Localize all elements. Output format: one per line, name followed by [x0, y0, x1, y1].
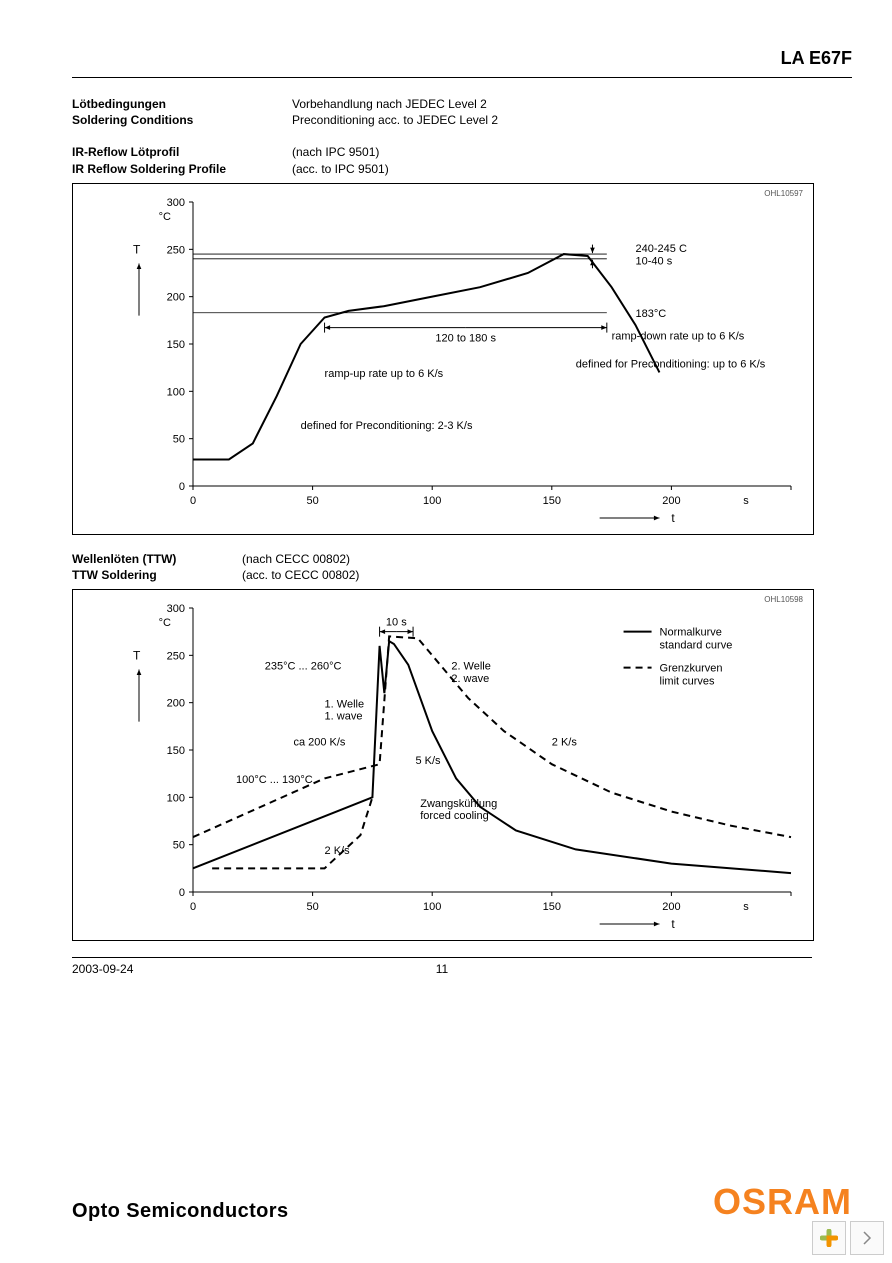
- svg-text:1. Welle: 1. Welle: [325, 699, 365, 711]
- svg-text:150: 150: [543, 495, 561, 507]
- svg-text:defined for Preconditioning: u: defined for Preconditioning: up to 6 K/s: [576, 358, 766, 370]
- svg-text:200: 200: [662, 901, 680, 913]
- reflow-value-de: (nach IPC 9501): [292, 144, 379, 160]
- svg-text:limit curves: limit curves: [660, 676, 716, 688]
- reflow-value-en: (acc. to IPC 9501): [292, 161, 389, 177]
- thumbnail-icon[interactable]: [812, 1221, 846, 1255]
- svg-text:200: 200: [167, 698, 185, 710]
- svg-text:0: 0: [179, 887, 185, 899]
- svg-text:240-245 C: 240-245 C: [636, 243, 687, 255]
- soldering-value-de: Vorbehandlung nach JEDEC Level 2: [292, 96, 487, 112]
- opto-label: Opto Semiconductors: [72, 1200, 289, 1223]
- svg-text:0: 0: [179, 481, 185, 493]
- svg-text:100: 100: [167, 792, 185, 804]
- soldering-conditions-block: Lötbedingungen Vorbehandlung nach JEDEC …: [72, 96, 852, 128]
- svg-text:250: 250: [167, 650, 185, 662]
- svg-text:300: 300: [167, 603, 185, 615]
- svg-text:200: 200: [662, 495, 680, 507]
- svg-text:OHL10597: OHL10597: [764, 189, 803, 198]
- svg-text:120 to 180 s: 120 to 180 s: [435, 332, 496, 344]
- ttw-value-de: (nach CECC 00802): [242, 551, 350, 567]
- brand-bar: Opto Semiconductors OSRAM: [72, 1181, 852, 1223]
- svg-text:5 K/s: 5 K/s: [415, 755, 441, 767]
- ttw-chart-svg: OHL10598 0 50 100 150 200 250 300 0 50 100 150 200 s °…: [73, 590, 811, 940]
- svg-text:200: 200: [167, 291, 185, 303]
- soldering-value-en: Preconditioning acc. to JEDEC Level 2: [292, 112, 498, 128]
- svg-text:250: 250: [167, 244, 185, 256]
- reflow-chart: OHL10597 0 50 100 150 200 250 300 0 50 100 150 200 s °…: [72, 183, 814, 535]
- svg-text:2 K/s: 2 K/s: [552, 736, 578, 748]
- svg-text:50: 50: [306, 901, 318, 913]
- svg-text:100: 100: [167, 386, 185, 398]
- reflow-chart-svg: OHL10597 0 50 100 150 200 250 300 0 50 100 150 200 s °…: [73, 184, 811, 534]
- svg-text:standard curve: standard curve: [660, 640, 733, 652]
- svg-text:50: 50: [173, 433, 185, 445]
- soldering-label-de: Lötbedingungen: [72, 96, 292, 112]
- ttw-label-en: TTW Soldering: [72, 567, 242, 583]
- svg-text:T: T: [133, 648, 141, 662]
- svg-text:150: 150: [543, 901, 561, 913]
- svg-text:10-40 s: 10-40 s: [636, 255, 673, 267]
- svg-text:100: 100: [423, 901, 441, 913]
- svg-text:forced cooling: forced cooling: [420, 810, 489, 822]
- soldering-label-en: Soldering Conditions: [72, 112, 292, 128]
- svg-text:OHL10598: OHL10598: [764, 595, 803, 604]
- next-page-button[interactable]: [850, 1221, 884, 1255]
- svg-text:Normalkurve: Normalkurve: [660, 627, 722, 639]
- footer: 2003-09-24 11: [72, 957, 812, 976]
- svg-text:°C: °C: [159, 617, 171, 629]
- svg-text:ramp-up rate up to 6 K/s: ramp-up rate up to 6 K/s: [325, 368, 444, 380]
- reflow-label-en: IR Reflow Soldering Profile: [72, 161, 292, 177]
- svg-text:183°C: 183°C: [636, 308, 667, 320]
- reflow-label-de: IR-Reflow Lötprofil: [72, 144, 292, 160]
- svg-text:defined for Preconditioning: 2: defined for Preconditioning: 2-3 K/s: [301, 420, 473, 432]
- corner-nav: [812, 1221, 884, 1255]
- svg-text:0: 0: [190, 901, 196, 913]
- svg-text:T: T: [133, 242, 141, 256]
- svg-text:50: 50: [306, 495, 318, 507]
- svg-text:t: t: [671, 511, 675, 525]
- svg-text:100: 100: [423, 495, 441, 507]
- svg-text:150: 150: [167, 745, 185, 757]
- svg-text:150: 150: [167, 339, 185, 351]
- svg-text:50: 50: [173, 840, 185, 852]
- ttw-block: Wellenlöten (TTW) (nach CECC 00802) TTW …: [72, 551, 852, 583]
- svg-text:s: s: [743, 495, 749, 507]
- svg-text:ca 200 K/s: ca 200 K/s: [293, 736, 345, 748]
- svg-text:0: 0: [190, 495, 196, 507]
- svg-text:ramp-down rate up to 6 K/s: ramp-down rate up to 6 K/s: [612, 330, 745, 342]
- svg-text:t: t: [671, 917, 675, 931]
- svg-text:Grenzkurven: Grenzkurven: [660, 663, 723, 675]
- ttw-chart: OHL10598 0 50 100 150 200 250 300 0 50 100 150 200 s °…: [72, 589, 814, 941]
- svg-text:s: s: [743, 901, 749, 913]
- svg-text:2 K/s: 2 K/s: [325, 845, 351, 857]
- footer-page-number: 11: [319, 962, 566, 976]
- svg-text:10 s: 10 s: [386, 617, 407, 629]
- page-title: LA E67F: [72, 48, 852, 78]
- svg-text:°C: °C: [159, 211, 171, 223]
- svg-text:Zwangskühlung: Zwangskühlung: [420, 798, 497, 810]
- svg-text:2. wave: 2. wave: [451, 673, 489, 685]
- osram-logo: OSRAM: [713, 1181, 852, 1223]
- ttw-value-en: (acc. to CECC 00802): [242, 567, 359, 583]
- svg-text:2. Welle: 2. Welle: [451, 661, 491, 673]
- svg-text:235°C ... 260°C: 235°C ... 260°C: [265, 661, 342, 673]
- reflow-profile-block: IR-Reflow Lötprofil (nach IPC 9501) IR R…: [72, 144, 852, 176]
- footer-date: 2003-09-24: [72, 962, 319, 976]
- svg-text:1. wave: 1. wave: [325, 711, 363, 723]
- svg-text:300: 300: [167, 197, 185, 209]
- page: LA E67F Lötbedingungen Vorbehandlung nac…: [0, 0, 892, 1263]
- ttw-label-de: Wellenlöten (TTW): [72, 551, 242, 567]
- svg-text:100°C ... 130°C: 100°C ... 130°C: [236, 774, 313, 786]
